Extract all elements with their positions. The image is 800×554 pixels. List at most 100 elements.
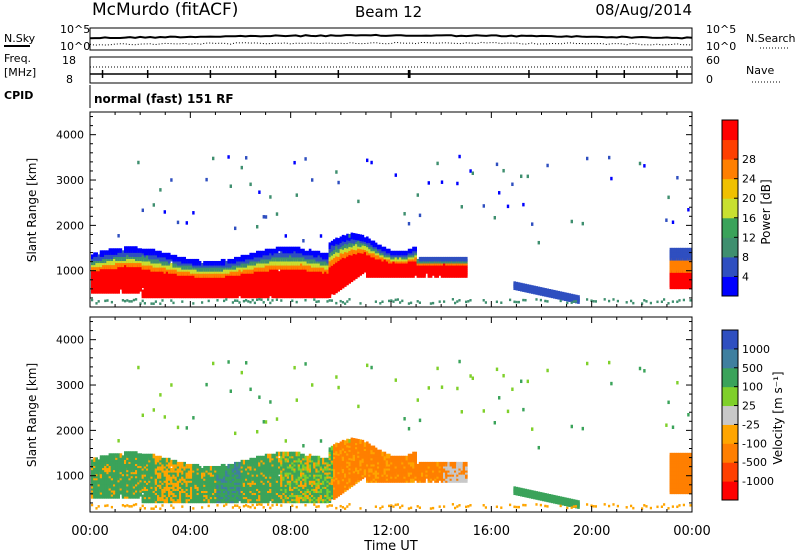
- power-cell: [317, 254, 321, 260]
- power-cell: [509, 298, 512, 302]
- power-cell: [381, 246, 384, 252]
- power-cell: [319, 283, 323, 289]
- velocity-cell: [172, 506, 175, 510]
- velocity-cell: [115, 492, 118, 497]
- power-cell: [533, 285, 536, 291]
- power-cell: [418, 301, 421, 304]
- power-cell: [284, 246, 288, 252]
- power-cell: [251, 252, 255, 258]
- power-cell: [249, 182, 252, 187]
- power-cell: [337, 278, 340, 284]
- velocity-cell: [113, 453, 116, 458]
- power-cell: [429, 256, 433, 262]
- power-cell: [465, 300, 468, 304]
- power-cell: [238, 269, 241, 274]
- power-cell: [368, 238, 371, 244]
- power-cell: [682, 247, 686, 253]
- power-cell: [348, 298, 351, 301]
- power-cell: [401, 250, 404, 256]
- colorbar-tick-label: 12: [742, 231, 756, 244]
- velocity-cell: [126, 451, 129, 456]
- velocity-cell: [150, 453, 153, 459]
- power-cell: [267, 298, 270, 301]
- power-cell: [363, 263, 367, 269]
- power-cell: [561, 291, 565, 297]
- power-cell: [372, 240, 376, 246]
- power-cell: [467, 300, 470, 303]
- power-cell: [236, 281, 239, 286]
- velocity-cell: [141, 453, 145, 459]
- power-cell: [319, 234, 323, 238]
- velocity-cell: [93, 457, 96, 462]
- velocity-cell: [174, 459, 178, 465]
- power-cell: [269, 195, 272, 199]
- power-cell: [152, 203, 155, 207]
- power-cell: [293, 246, 296, 252]
- velocity-cell: [236, 486, 239, 491]
- velocity-heatmap: [91, 359, 692, 510]
- power-cell: [616, 299, 619, 303]
- power-cell: [570, 219, 573, 224]
- velocity-cell: [170, 504, 173, 507]
- power-cell: [535, 286, 538, 291]
- power-cell: [275, 246, 279, 252]
- power-cell: [410, 248, 413, 254]
- velocity-cell: [154, 468, 158, 473]
- power-cell: [410, 301, 413, 305]
- power-cell: [608, 155, 611, 160]
- power-cell: [669, 247, 673, 253]
- power-cell: [110, 248, 114, 253]
- power-cell: [176, 220, 180, 225]
- power-cell: [242, 299, 245, 303]
- power-heatmap: [91, 154, 692, 305]
- power-cell: [97, 272, 101, 278]
- velocity-cell: [108, 453, 112, 458]
- power-cell: [225, 298, 228, 301]
- power-cell: [308, 275, 312, 280]
- power-cell: [192, 211, 195, 215]
- power-cell: [330, 244, 334, 250]
- velocity-cell: [137, 365, 140, 370]
- velocity-cell: [229, 389, 232, 393]
- velocity-cell: [165, 476, 169, 481]
- power-cell: [322, 252, 325, 258]
- power-cell: [568, 293, 571, 298]
- freq-panel: Freq. [MHz] 18 8 60 0 Nave: [4, 52, 780, 86]
- power-cell: [394, 250, 398, 256]
- velocity-cell: [157, 455, 160, 461]
- power-cell: [236, 299, 239, 302]
- colorbar-swatch: [722, 139, 738, 160]
- power-cell: [425, 256, 428, 262]
- power-cell: [324, 252, 327, 258]
- power-cell: [394, 256, 398, 262]
- velocity-cell: [110, 505, 113, 509]
- power-cell: [414, 265, 417, 270]
- power-cell: [407, 221, 411, 226]
- power-cell: [427, 256, 431, 262]
- power-cell: [278, 246, 281, 252]
- power-cell: [143, 248, 147, 254]
- power-cell: [324, 277, 327, 282]
- power-cell: [306, 250, 310, 256]
- power-cell: [93, 252, 96, 257]
- power-cell: [665, 218, 668, 222]
- power-cell: [91, 298, 94, 302]
- power-cell: [247, 300, 250, 303]
- power-cell: [185, 258, 189, 264]
- power-cell: [394, 173, 397, 177]
- velocity-cell: [104, 479, 107, 485]
- velocity-cell: [192, 416, 195, 420]
- velocity-cell: [185, 463, 189, 469]
- freq-frame: [89, 56, 693, 84]
- colorbar-swatch: [722, 198, 738, 219]
- power-cell: [570, 301, 573, 304]
- power-cell: [308, 248, 312, 254]
- power-cell: [405, 250, 409, 256]
- velocity-cell: [115, 487, 118, 493]
- colorbar-tick-label: 24: [742, 173, 756, 186]
- power-cell: [176, 256, 180, 262]
- power-cell: [249, 300, 252, 304]
- date-title: 08/Aug/2014: [595, 1, 692, 19]
- power-cell: [216, 260, 219, 266]
- velocity-cell: [201, 468, 204, 473]
